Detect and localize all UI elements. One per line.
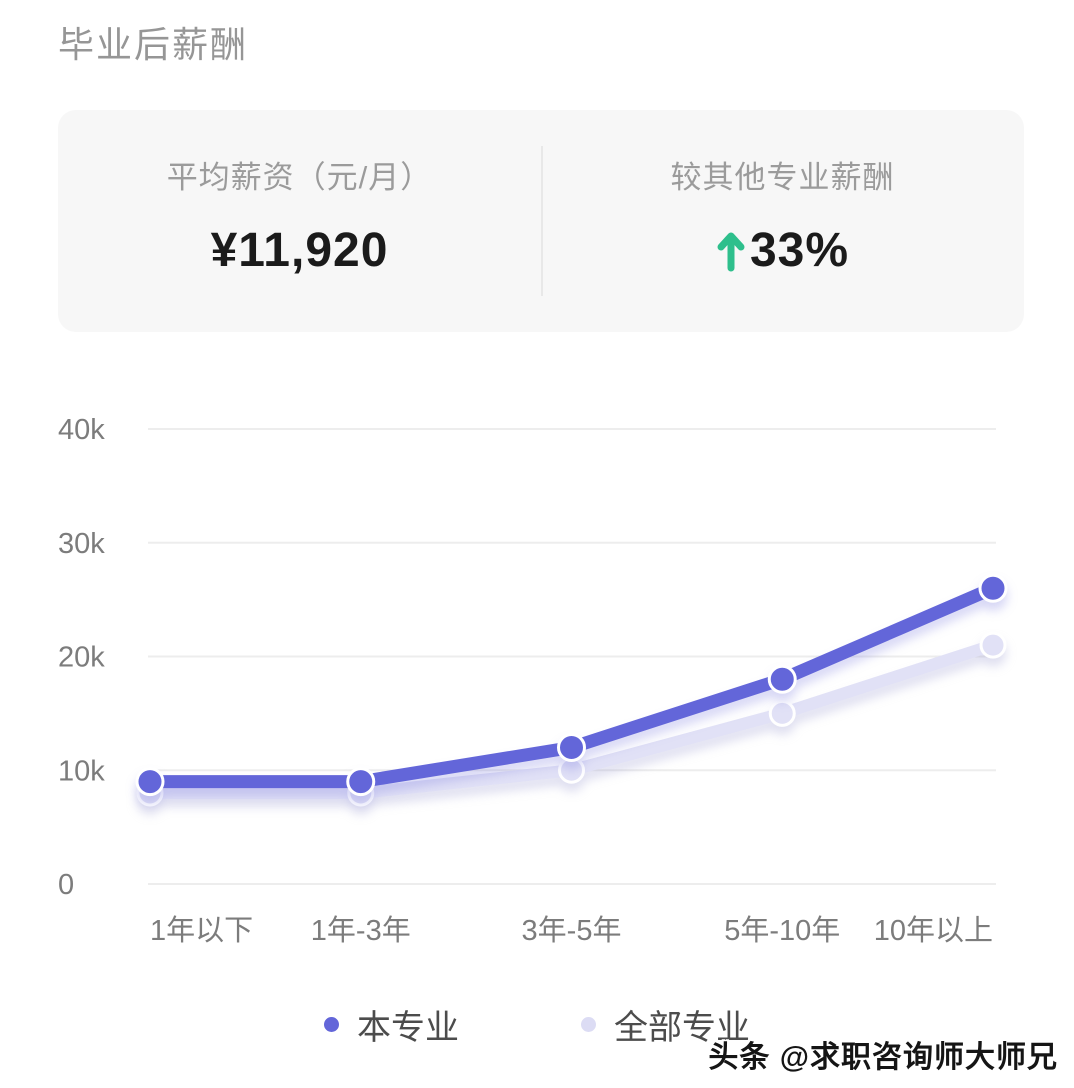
legend-label-major: 本专业	[357, 1008, 459, 1047]
data-point[interactable]	[978, 573, 1008, 603]
salary-comparison-label: 较其他专业薪酬	[670, 160, 895, 195]
legend-item-all: 全部专业	[581, 1000, 750, 1049]
data-point[interactable]	[135, 767, 165, 797]
x-axis-tick-label: 1年-3年	[311, 914, 411, 947]
x-axis-tick-label: 5年-10年	[724, 914, 840, 947]
y-axis-tick-label: 20k	[58, 642, 105, 674]
x-axis-tick-label: 3年-5年	[522, 914, 622, 947]
data-point[interactable]	[557, 733, 586, 762]
average-salary-stat: 平均薪资（元/月） ¥11,920	[58, 110, 541, 332]
average-salary-label: 平均薪资（元/月）	[166, 160, 433, 195]
salary-summary-card: 平均薪资（元/月） ¥11,920 较其他专业薪酬 33%	[58, 110, 1024, 332]
data-point[interactable]	[768, 699, 796, 727]
page-title: 毕业后薪酬	[58, 24, 249, 65]
salary-line-chart[interactable]: 0 10k 20k 30k 40k 1年以下 1年-3年 3年-5年 5年-10年 10年以上	[0, 400, 1074, 960]
y-axis-tick-label: 40k	[58, 414, 105, 446]
legend-label-all: 全部专业	[614, 1008, 750, 1047]
y-axis-tick-label: 30k	[58, 528, 105, 560]
legend-item-major: 本专业	[324, 1000, 459, 1049]
y-axis-tick-label: 10k	[58, 755, 105, 787]
chart-legend: 本专业 全部专业	[0, 1000, 1074, 1048]
data-point[interactable]	[979, 631, 1007, 659]
toutiao-watermark: 头条 @求职咨询师大师兄	[708, 1041, 1058, 1074]
data-point[interactable]	[767, 664, 797, 694]
data-point[interactable]	[346, 767, 376, 797]
series-group-0	[135, 573, 1008, 797]
x-axis-tick-label: 1年以下	[150, 914, 253, 947]
legend-dot-major	[324, 1016, 339, 1032]
y-axis-tick-label: 0	[58, 869, 74, 901]
legend-dot-all	[581, 1016, 596, 1032]
x-axis-tick-label: 10年以上	[874, 914, 993, 947]
average-salary-value: ¥11,920	[210, 224, 389, 277]
series-group-1	[136, 631, 1007, 807]
salary-comparison-stat: 较其他专业薪酬 33%	[541, 110, 1024, 332]
up-arrow-icon	[717, 232, 745, 271]
salary-comparison-value: 33%	[749, 224, 850, 277]
card-divider	[541, 146, 543, 296]
